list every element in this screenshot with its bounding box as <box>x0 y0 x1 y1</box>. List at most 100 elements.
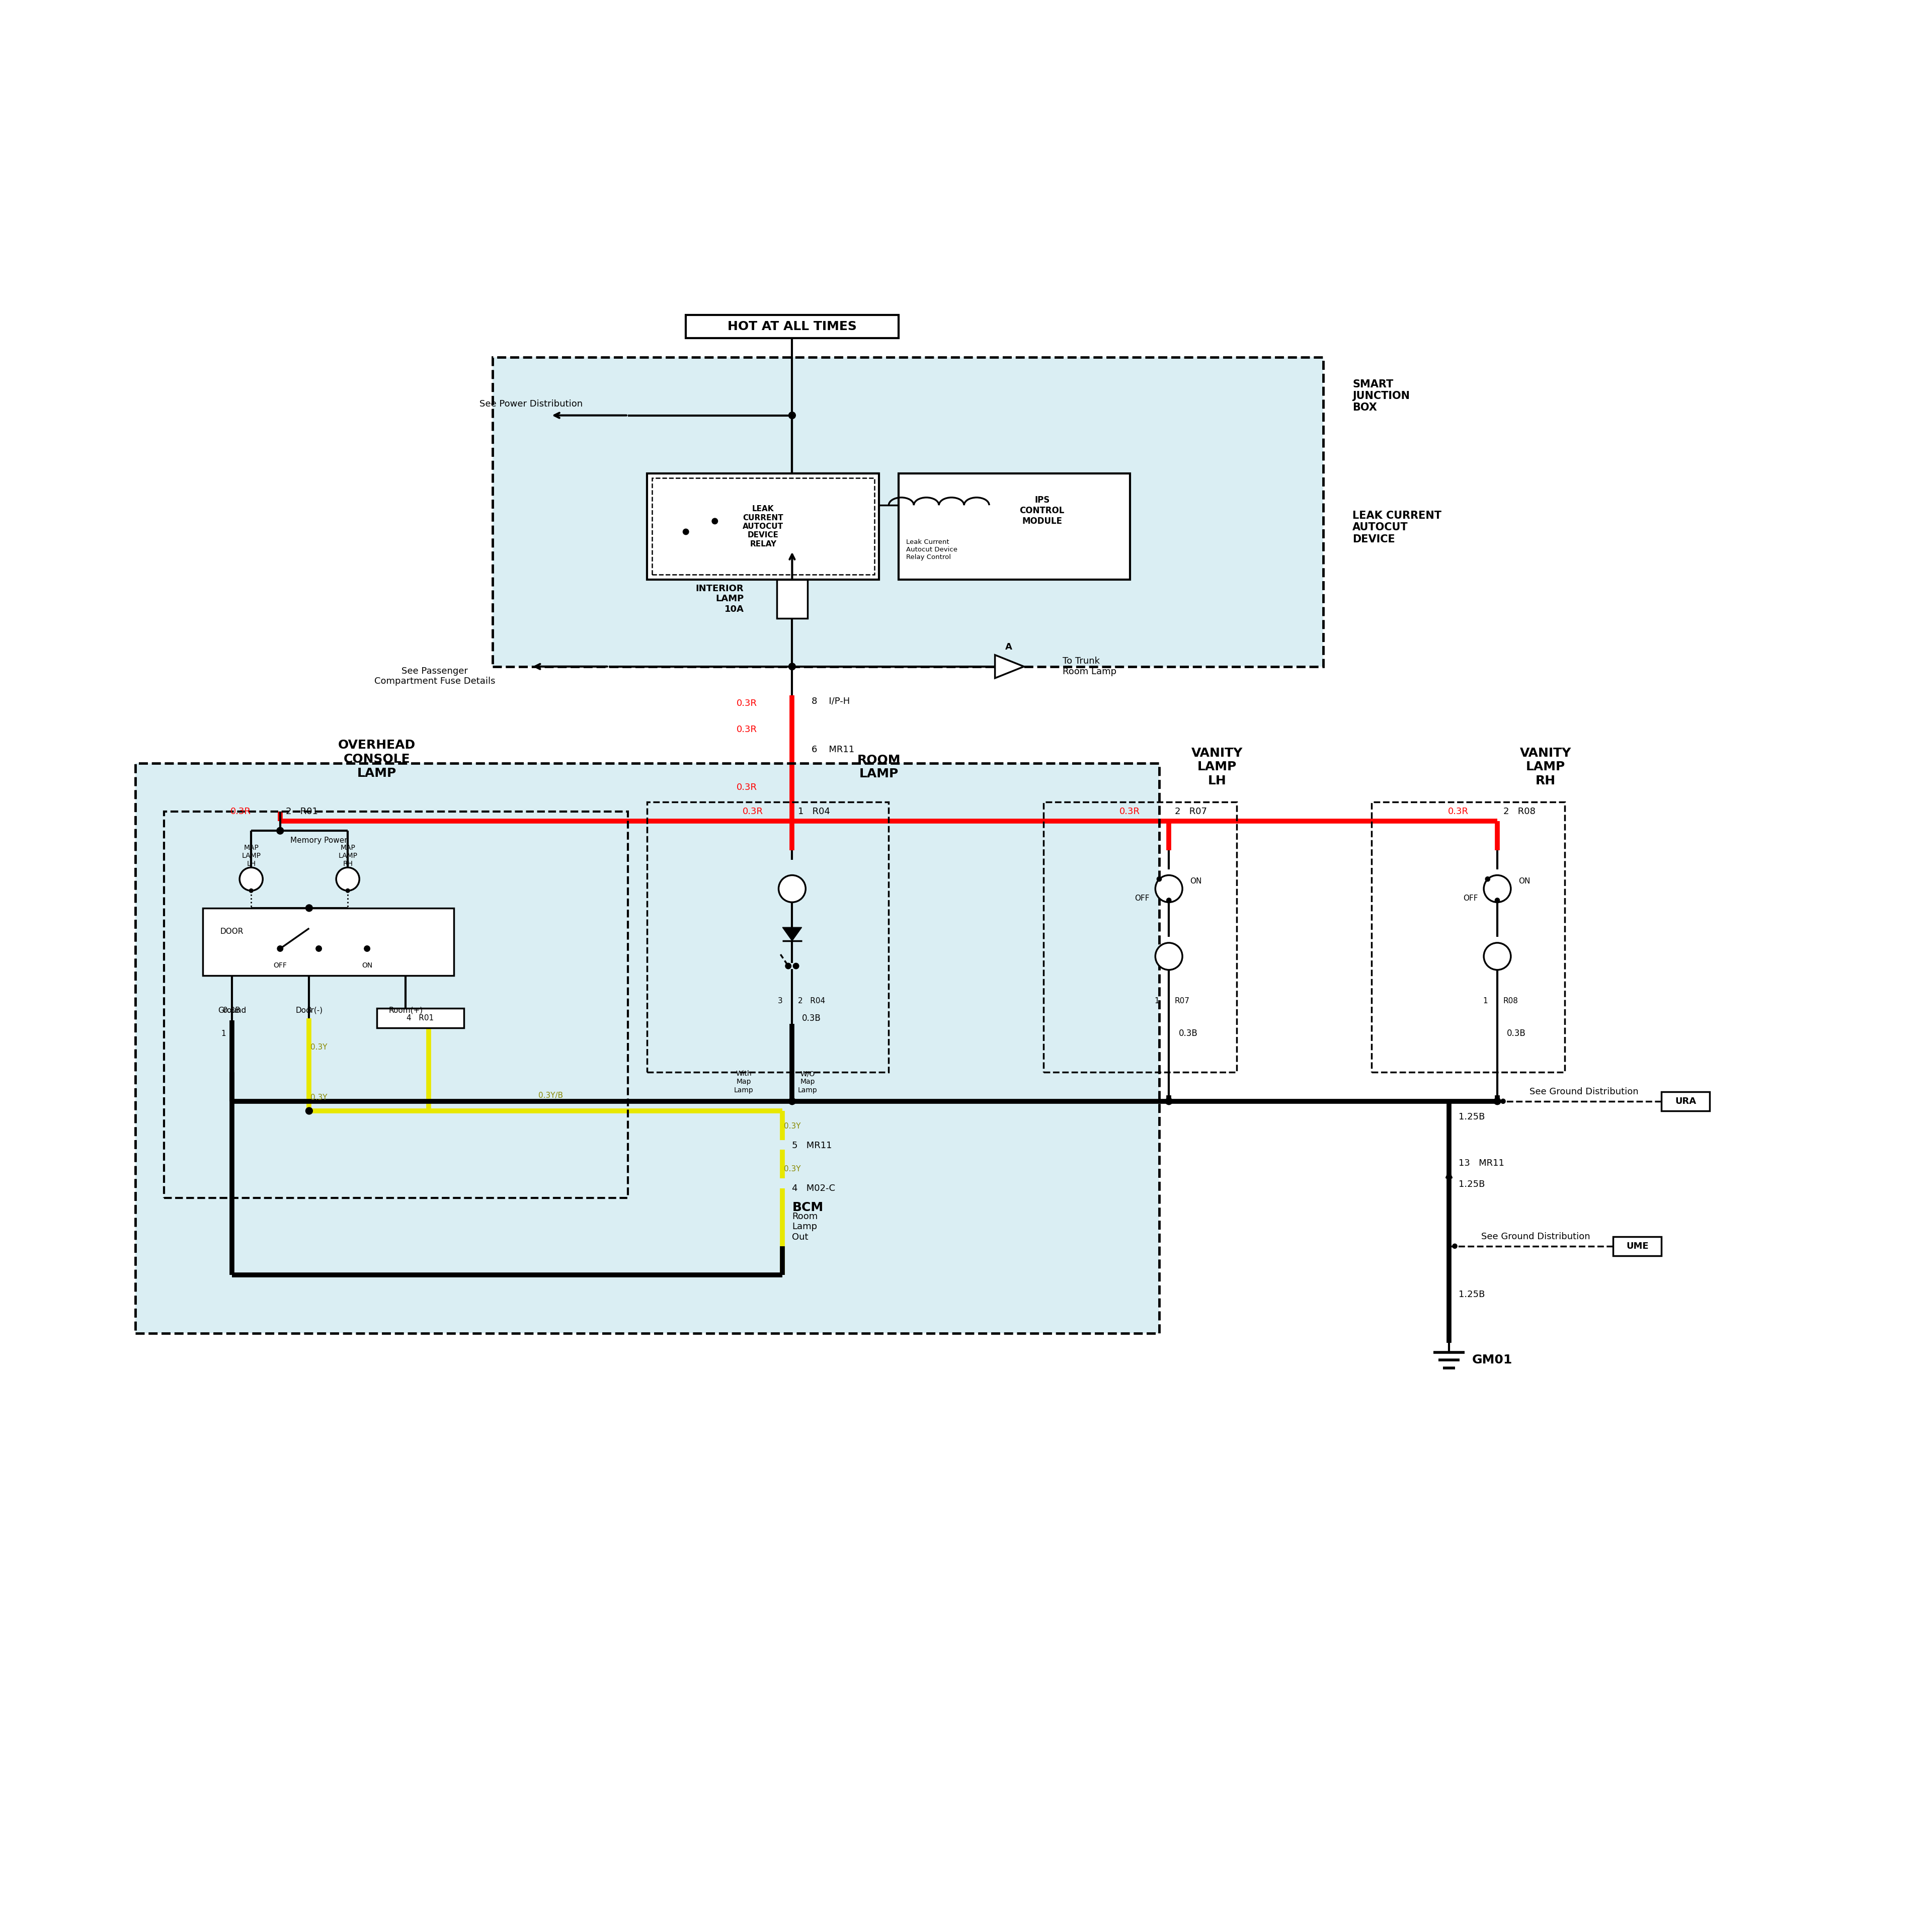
Bar <box>1613 1236 1662 1256</box>
Text: 2   R04: 2 R04 <box>798 997 825 1005</box>
Bar <box>135 763 1159 1333</box>
Circle shape <box>1493 1097 1501 1105</box>
Circle shape <box>305 904 313 912</box>
Text: MAP
LAMP
RH: MAP LAMP RH <box>338 844 357 867</box>
Text: IPS
CONTROL
MODULE: IPS CONTROL MODULE <box>1020 495 1065 526</box>
Text: 1: 1 <box>1153 997 1159 1005</box>
Text: Room(+): Room(+) <box>388 1007 423 1014</box>
Text: R07: R07 <box>1175 997 1190 1005</box>
Text: 1: 1 <box>220 1030 226 1037</box>
Circle shape <box>240 867 263 891</box>
Text: 0.3B: 0.3B <box>802 1014 821 1022</box>
Circle shape <box>1486 877 1490 881</box>
Text: 1.25B: 1.25B <box>1459 1113 1486 1121</box>
Text: Room
Lamp
Out: Room Lamp Out <box>792 1211 817 1242</box>
Text: ROOM
LAMP: ROOM LAMP <box>858 753 900 781</box>
Text: 1   R04: 1 R04 <box>798 808 831 815</box>
Text: 0.3B: 0.3B <box>1507 1030 1526 1037</box>
Polygon shape <box>782 927 802 941</box>
Circle shape <box>1155 875 1182 902</box>
Text: 2   R07: 2 R07 <box>1175 808 1208 815</box>
Circle shape <box>1495 898 1499 902</box>
Text: 0.3R: 0.3R <box>1447 808 1468 815</box>
Bar <box>647 473 879 580</box>
Circle shape <box>788 1097 796 1105</box>
Circle shape <box>1157 877 1161 881</box>
Circle shape <box>1155 943 1182 970</box>
Circle shape <box>1165 1097 1173 1105</box>
Text: VANITY
LAMP
RH: VANITY LAMP RH <box>1520 748 1571 786</box>
Text: Door(-): Door(-) <box>296 1007 323 1014</box>
Text: SMART
JUNCTION
BOX: SMART JUNCTION BOX <box>1352 379 1410 413</box>
Circle shape <box>276 827 284 835</box>
Text: 0.3R: 0.3R <box>736 699 757 707</box>
Text: OVERHEAD
CONSOLE
LAMP: OVERHEAD CONSOLE LAMP <box>338 740 415 779</box>
Bar <box>493 357 1323 667</box>
Text: HOT AT ALL TIMES: HOT AT ALL TIMES <box>728 321 856 332</box>
Text: ON: ON <box>1519 877 1530 885</box>
Text: 0.3Y: 0.3Y <box>784 1165 800 1173</box>
Circle shape <box>792 962 800 970</box>
Text: 0.3Y: 0.3Y <box>311 1043 327 1051</box>
Text: DOOR: DOOR <box>220 927 243 935</box>
Text: 2   R01: 2 R01 <box>286 808 319 815</box>
Bar <box>164 811 628 1198</box>
Circle shape <box>788 663 796 670</box>
Text: 3: 3 <box>777 997 782 1005</box>
Bar <box>203 908 454 976</box>
Text: 1.25B: 1.25B <box>1459 1291 1486 1298</box>
Circle shape <box>779 875 806 902</box>
Text: 8    I/P-H: 8 I/P-H <box>811 697 850 705</box>
Text: LEAK
CURRENT
AUTOCUT
DEVICE
RELAY: LEAK CURRENT AUTOCUT DEVICE RELAY <box>742 504 784 549</box>
Text: OFF: OFF <box>1463 895 1478 902</box>
Text: 4   M02-C: 4 M02-C <box>792 1184 835 1192</box>
Circle shape <box>249 889 253 893</box>
Text: MAP
LAMP
LH: MAP LAMP LH <box>242 844 261 867</box>
Text: See Passenger
Compartment Fuse Details: See Passenger Compartment Fuse Details <box>375 667 495 686</box>
Circle shape <box>278 947 282 952</box>
Circle shape <box>346 889 350 893</box>
Text: See Ground Distribution: See Ground Distribution <box>1482 1233 1590 1240</box>
Text: VANITY
LAMP
LH: VANITY LAMP LH <box>1192 748 1242 786</box>
Text: 0.3R: 0.3R <box>742 808 763 815</box>
Text: 0.3Y/B: 0.3Y/B <box>539 1092 562 1099</box>
Text: 0.3R: 0.3R <box>1119 808 1140 815</box>
Text: 0.3Y: 0.3Y <box>784 1122 800 1130</box>
Bar <box>777 580 808 618</box>
Polygon shape <box>995 655 1024 678</box>
Text: OFF: OFF <box>274 962 286 970</box>
Text: 1.25B: 1.25B <box>1459 1180 1486 1188</box>
Text: 1: 1 <box>1482 997 1488 1005</box>
Circle shape <box>711 518 719 524</box>
Circle shape <box>317 947 323 952</box>
Text: 0.3R: 0.3R <box>230 808 251 815</box>
Text: To Trunk
Room Lamp: To Trunk Room Lamp <box>1063 657 1117 676</box>
Text: See Power Distribution: See Power Distribution <box>479 400 583 408</box>
Text: W/O
Map
Lamp: W/O Map Lamp <box>798 1070 817 1094</box>
Text: 0.3B: 0.3B <box>1179 1030 1198 1037</box>
Text: 0.3B: 0.3B <box>222 1007 242 1014</box>
Circle shape <box>684 529 688 535</box>
Text: Memory Power: Memory Power <box>290 837 348 844</box>
Text: 3: 3 <box>307 1007 311 1014</box>
Text: 4   R01: 4 R01 <box>406 1014 435 1022</box>
Text: 2   R08: 2 R08 <box>1503 808 1536 815</box>
Text: LEAK CURRENT
AUTOCUT
DEVICE: LEAK CURRENT AUTOCUT DEVICE <box>1352 510 1441 545</box>
Text: ON: ON <box>1190 877 1202 885</box>
Bar <box>377 1009 464 1028</box>
Text: UME: UME <box>1627 1242 1648 1250</box>
Bar <box>1662 1092 1710 1111</box>
Circle shape <box>336 867 359 891</box>
Text: BCM: BCM <box>792 1202 823 1213</box>
Text: A: A <box>1005 643 1012 651</box>
Text: GM01: GM01 <box>1472 1354 1513 1366</box>
Text: Leak Current
Autocut Device
Relay Control: Leak Current Autocut Device Relay Contro… <box>906 539 958 560</box>
Text: Ground: Ground <box>218 1007 245 1014</box>
Text: 13   MR11: 13 MR11 <box>1459 1159 1505 1167</box>
Circle shape <box>788 412 796 419</box>
Circle shape <box>305 1107 313 1115</box>
Text: 0.3Y: 0.3Y <box>311 1094 327 1101</box>
Text: 0.3R: 0.3R <box>736 782 757 792</box>
Circle shape <box>1453 1244 1457 1248</box>
Text: OFF: OFF <box>1134 895 1150 902</box>
